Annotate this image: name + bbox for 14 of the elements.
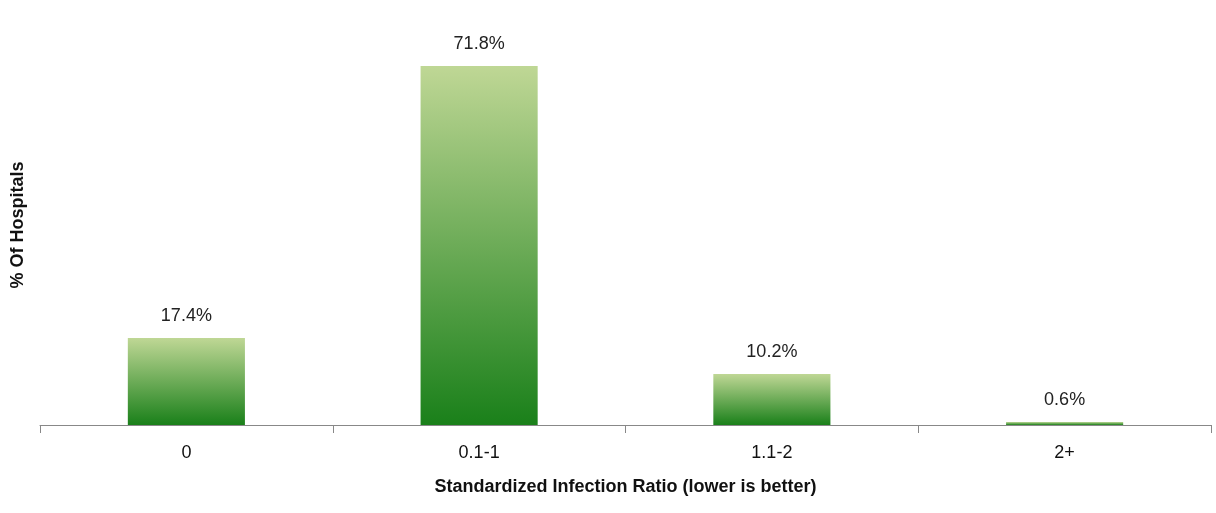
x-tick-label: 1.1-2 <box>751 442 793 462</box>
bar <box>127 338 245 425</box>
data-label: 17.4% <box>160 305 212 325</box>
data-label: 10.2% <box>746 341 798 361</box>
x-axis-title: Standardized Infection Ratio (lower is better) <box>434 476 817 496</box>
x-tick-label: 2+ <box>1054 442 1075 462</box>
bar <box>713 374 831 425</box>
bar <box>1006 422 1124 425</box>
data-label: 0.6% <box>1044 389 1086 409</box>
x-tick-label: 0 <box>181 442 192 462</box>
bar <box>420 66 538 425</box>
data-label: 71.8% <box>453 33 505 53</box>
y-axis-title: % Of Hospitals <box>7 161 27 289</box>
x-tick-label: 0.1-1 <box>458 442 500 462</box>
